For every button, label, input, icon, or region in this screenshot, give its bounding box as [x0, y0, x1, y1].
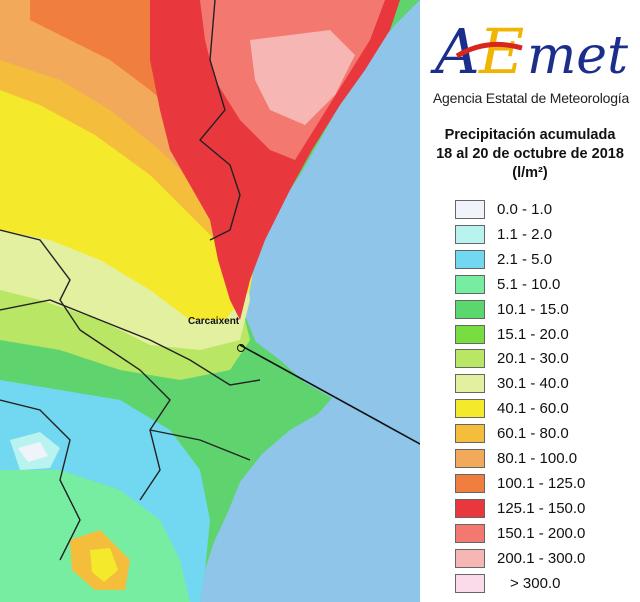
legend-label: 100.1 - 125.0: [497, 474, 586, 492]
legend-label: 30.1 - 40.0: [497, 375, 569, 393]
title-line2: 18 al 20 de octubre de 2018: [436, 146, 624, 162]
title-line1: Precipitación acumulada: [444, 127, 616, 143]
legend-label: 20.1 - 30.0: [497, 350, 569, 368]
logo-letters: A: [430, 15, 480, 88]
legend-label: > 300.0: [510, 574, 561, 592]
aemet-logo: A E met: [430, 15, 628, 88]
legend-label: 80.1 - 100.0: [497, 450, 578, 467]
legend-swatch: [455, 374, 485, 394]
legend-swatch: [455, 449, 485, 468]
city-dot: [237, 344, 245, 352]
legend-label: 0.0 - 1.0: [497, 201, 553, 218]
legend-swatch: [455, 523, 485, 543]
zone-200-300: [250, 30, 355, 125]
legend-label: 2.1 - 5.0: [497, 250, 553, 268]
pointer-arrow: [239, 344, 420, 445]
legend-label: 5.1 - 10.0: [497, 275, 561, 293]
legend-swatch: [455, 224, 485, 244]
legend-swatch: [455, 548, 485, 568]
legend-label: 200.1 - 300.0: [497, 549, 586, 567]
legend-swatch: [455, 498, 485, 518]
legend-label: 125.1 - 150.0: [497, 499, 586, 517]
precipitation-map: [0, 0, 420, 602]
legend-swatch: [455, 324, 485, 344]
legend-label: 15.1 - 20.0: [497, 325, 569, 343]
city-label: Carcaixent: [188, 316, 240, 327]
zone-0-1: [18, 442, 48, 462]
svg-text:met: met: [527, 26, 628, 86]
legend-swatch: [455, 399, 485, 419]
legend-swatch: [455, 249, 485, 269]
legend-swatch: [455, 274, 485, 294]
legend-swatch: [455, 299, 485, 319]
region-borders: [0, 0, 261, 561]
legend-swatch: [455, 200, 485, 219]
legend-swatch: [455, 424, 485, 444]
legend-label: 60.1 - 80.0: [497, 425, 569, 443]
zone-south-yellow: [90, 548, 118, 582]
title-units: (l/m²): [512, 165, 548, 181]
legend-swatch: [455, 349, 485, 369]
legend-label: 1.1 - 2.0: [497, 225, 553, 243]
svg-text:E: E: [478, 15, 524, 88]
legend-label: 40.1 - 60.0: [497, 400, 569, 418]
agency-name: Agencia Estatal de Meteorología: [432, 90, 630, 106]
legend-label: 10.1 - 15.0: [497, 300, 569, 318]
legend-swatch: [455, 473, 485, 493]
zone-40-60: [0, 80, 258, 320]
legend-label: 150.1 - 200.0: [497, 524, 586, 542]
legend-swatch: [455, 573, 485, 593]
